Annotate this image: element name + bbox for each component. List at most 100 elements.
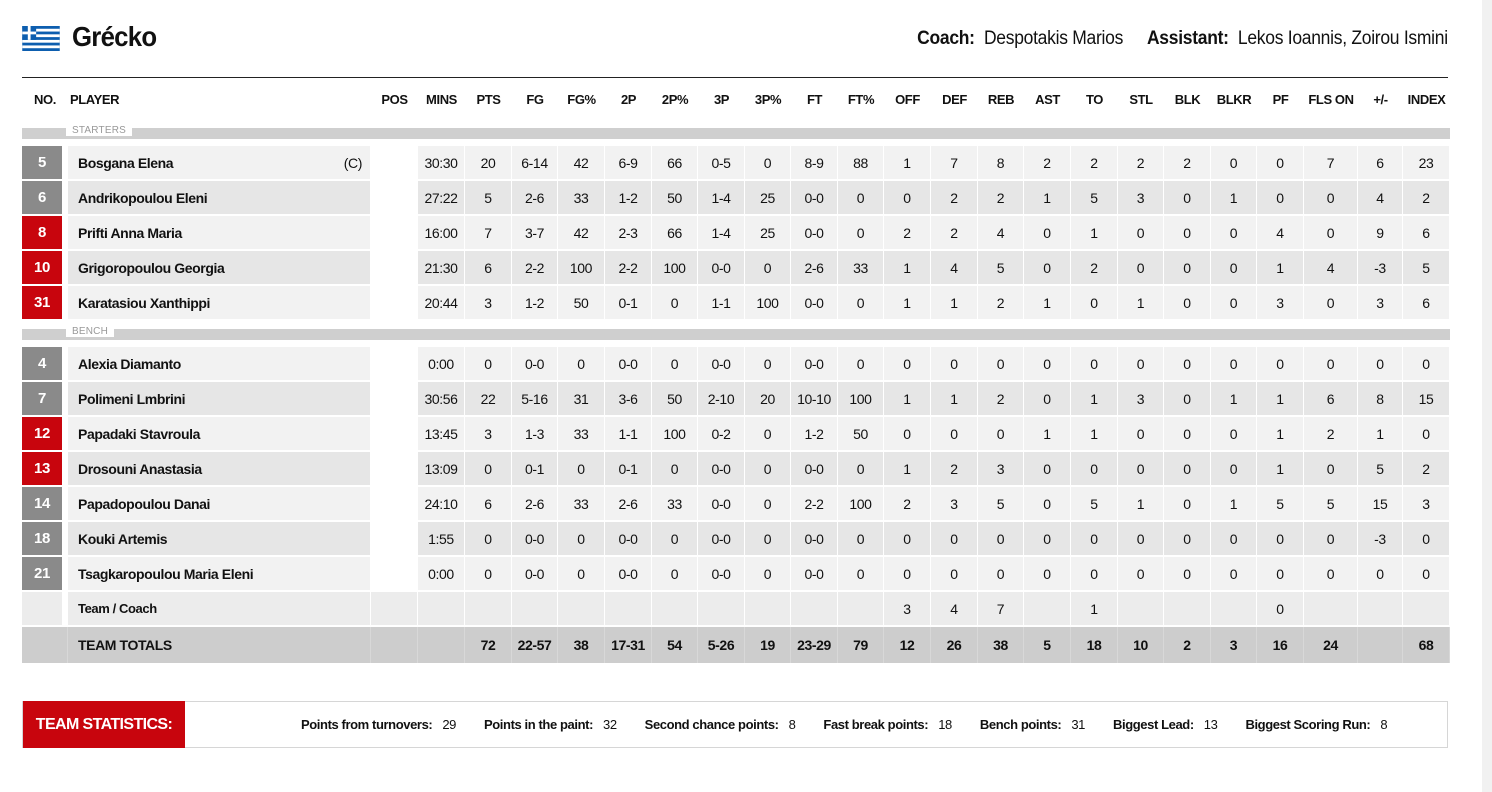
stat-fg: 1-3	[512, 417, 558, 452]
stat-ft-pct: 0	[838, 347, 884, 382]
player-name-link[interactable]: Grigoropoulou Georgia	[68, 251, 371, 286]
col-header-blkr[interactable]: BLKR	[1216, 91, 1252, 107]
stat-fls-on: 0	[1304, 181, 1358, 216]
player-row[interactable]: 31 Karatasiou Xanthippi 20:44 3 1-2 50 0-1 0 1-1…	[22, 286, 1450, 321]
player-name: Alexia Diamanto	[78, 355, 181, 372]
stat-fg: 2-2	[512, 251, 558, 286]
player-name-link[interactable]: Bosgana Elena (C)	[68, 146, 371, 181]
stat-3p: 0-0	[698, 522, 745, 557]
team-stat-item: Bench points: 31	[980, 702, 1086, 747]
player-row[interactable]: 5 Bosgana Elena (C) 30:30 20 6-14 42 6-9 66 0-5 0 8…	[22, 146, 1450, 181]
col-header-3p[interactable]: 3P	[713, 91, 730, 107]
stat-ast: 0	[1024, 382, 1071, 417]
stat-2p-pct: 50	[652, 181, 698, 216]
player-row[interactable]: 18 Kouki Artemis 1:55 0 0-0 0 0-0 0 0-0 0 0-0 0 0 0 0 0…	[22, 522, 1450, 557]
player-name: Kouki Artemis	[78, 530, 168, 547]
col-header-stl[interactable]: STL	[1129, 91, 1153, 107]
stat-pts: 7	[465, 216, 512, 251]
team-stat-item: Points in the paint: 32	[484, 702, 617, 747]
stat-mins: 21:30	[418, 251, 465, 286]
player-name-link[interactable]: Polimeni Lmbrini	[68, 382, 371, 417]
stat-2p-pct: 100	[652, 417, 698, 452]
col-header-player[interactable]: PLAYER	[70, 91, 120, 107]
col-header-ft[interactable]: FT	[806, 91, 823, 107]
col-header-mins[interactable]: MINS	[426, 91, 457, 107]
col-header-no[interactable]: NO.	[34, 91, 56, 107]
col-header-blk[interactable]: BLK	[1174, 91, 1201, 107]
player-pos	[371, 251, 418, 286]
stat-3p-pct: 0	[745, 146, 791, 181]
stat-off: 1	[884, 382, 931, 417]
stat-fg: 2-6	[512, 487, 558, 522]
stat-2p-pct: 100	[652, 251, 698, 286]
player-name: Papadopoulou Danai	[78, 495, 211, 512]
stat-blk: 0	[1164, 251, 1211, 286]
total-fg-pct: 38	[558, 627, 605, 663]
team-stat-label: Biggest Lead:	[1113, 717, 1194, 732]
player-pos	[371, 557, 418, 592]
stat-ft-pct: 0	[838, 286, 884, 321]
player-row[interactable]: 6 Andrikopoulou Eleni 27:22 5 2-6 33 1-2 50 1-4 2…	[22, 181, 1450, 216]
player-name-link[interactable]: Karatasiou Xanthippi	[68, 286, 371, 321]
stat-ft: 0-0	[791, 557, 838, 592]
col-header-to[interactable]: TO	[1085, 91, 1104, 107]
stat-2p-pct: 50	[652, 382, 698, 417]
stat-pts: 0	[465, 347, 512, 382]
player-name-link[interactable]: Andrikopoulou Eleni	[68, 181, 371, 216]
stat-def: 0	[931, 417, 978, 452]
player-name-link[interactable]: Papadopoulou Danai	[68, 487, 371, 522]
player-name-link[interactable]: Drosouni Anastasia	[68, 452, 371, 487]
col-header-2p-pct[interactable]: 2P%	[661, 91, 689, 107]
player-name-link[interactable]: Kouki Artemis	[68, 522, 371, 557]
stat-fg-pct: 42	[558, 216, 605, 251]
player-row[interactable]: 7 Polimeni Lmbrini 30:56 22 5-16 31 3-6 50 2-10 2…	[22, 382, 1450, 417]
player-row[interactable]: 10 Grigoropoulou Georgia 21:30 6 2-2 100 2-2 10…	[22, 251, 1450, 286]
player-row[interactable]: 12 Papadaki Stavroula 13:45 3 1-3 33 1-1 100 0-2…	[22, 417, 1450, 452]
col-header-plus-minus[interactable]: +/-	[1373, 91, 1388, 107]
col-header-reb[interactable]: REB	[987, 91, 1015, 107]
player-name-link[interactable]: Alexia Diamanto	[68, 347, 371, 382]
stat-ft: 0-0	[791, 286, 838, 321]
col-header-3p-pct[interactable]: 3P%	[754, 91, 782, 107]
col-header-pos[interactable]: POS	[381, 91, 408, 107]
stat-off: 2	[884, 487, 931, 522]
player-name-link[interactable]: Prifti Anna Maria	[68, 216, 371, 251]
col-header-index[interactable]: INDEX	[1407, 91, 1446, 107]
team-coach-to: 1	[1071, 592, 1118, 627]
stat-stl: 1	[1118, 286, 1164, 321]
stat-mins: 0:00	[418, 557, 465, 592]
player-row[interactable]: 8 Prifti Anna Maria 16:00 7 3-7 42 2-3 66 1-4 25 0…	[22, 216, 1450, 251]
stat-off: 0	[884, 181, 931, 216]
col-header-fg[interactable]: FG	[526, 91, 544, 107]
col-header-pts[interactable]: PTS	[476, 91, 501, 107]
team-coach-blkr	[1211, 592, 1257, 627]
player-row[interactable]: 13 Drosouni Anastasia 13:09 0 0-1 0 0-1 0 0-0 0 0-…	[22, 452, 1450, 487]
col-header-def[interactable]: DEF	[942, 91, 967, 107]
player-row[interactable]: 4 Alexia Diamanto 0:00 0 0-0 0 0-0 0 0-0 0 0-0 0 0 0 0…	[22, 347, 1450, 382]
stat-3p: 0-0	[698, 487, 745, 522]
player-number: 8	[22, 216, 68, 251]
col-header-fls-on[interactable]: FLS ON	[1308, 91, 1354, 107]
col-header-off[interactable]: OFF	[895, 91, 920, 107]
total-plus-minus	[1358, 627, 1403, 663]
col-header-pf[interactable]: PF	[1272, 91, 1289, 107]
stat-3p: 1-4	[698, 216, 745, 251]
col-header-ast[interactable]: AST	[1035, 91, 1060, 107]
stat-ft-pct: 0	[838, 452, 884, 487]
stat-to: 0	[1071, 522, 1118, 557]
stat-blkr: 0	[1211, 146, 1257, 181]
section-bench: BENCH	[22, 321, 1450, 347]
player-row[interactable]: 14 Papadopoulou Danai 24:10 6 2-6 33 2-6 33 0-0 0…	[22, 487, 1450, 522]
player-name: Papadaki Stavroula	[78, 425, 200, 442]
player-row[interactable]: 21 Tsagkaropoulou Maria Eleni 0:00 0 0-0 0 0-0…	[22, 557, 1450, 592]
stat-mins: 20:44	[418, 286, 465, 321]
col-header-ft-pct[interactable]: FT%	[847, 91, 875, 107]
player-name-link[interactable]: Tsagkaropoulou Maria Eleni	[68, 557, 371, 592]
team-stat-item: Fast break points: 18	[823, 702, 952, 747]
col-header-fg-pct[interactable]: FG%	[567, 91, 596, 107]
col-header-2p[interactable]: 2P	[620, 91, 637, 107]
team-stat-value: 32	[603, 717, 617, 732]
total-reb: 38	[978, 627, 1024, 663]
player-name-link[interactable]: Papadaki Stavroula	[68, 417, 371, 452]
player-number: 12	[22, 417, 68, 452]
